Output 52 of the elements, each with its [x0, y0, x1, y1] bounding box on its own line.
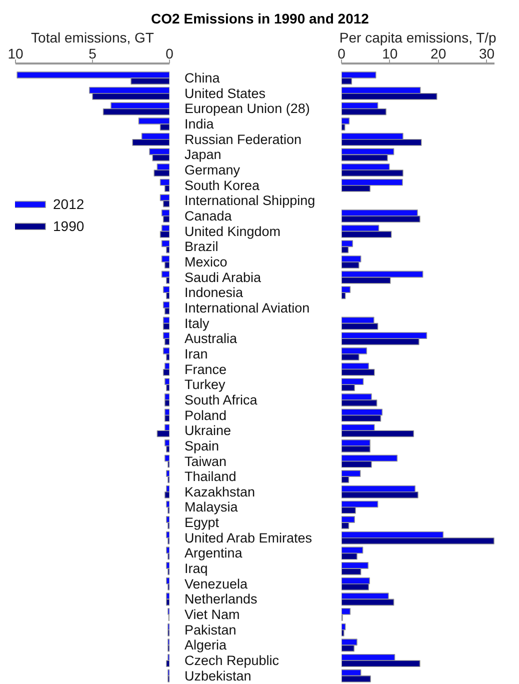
- x-tick-label: 0: [166, 46, 174, 62]
- y-tick-label: Indonesia: [184, 285, 244, 300]
- y-tick-label: International Shipping: [184, 193, 316, 208]
- y-tick-label: Spain: [184, 438, 220, 454]
- legend-label: 2012: [53, 196, 84, 212]
- y-tick-label: Brazil: [184, 239, 218, 254]
- legend-label: 1990: [53, 218, 84, 234]
- y-tick-label: United Kingdom: [184, 224, 281, 239]
- y-tick-label: India: [184, 116, 214, 132]
- y-tick-label: Canada: [184, 208, 232, 224]
- x-tick-label: 10: [8, 46, 24, 62]
- y-tick-label: Ukraine: [184, 423, 232, 438]
- y-tick-label: Japan: [184, 147, 222, 162]
- y-tick-label: Malaysia: [184, 500, 238, 515]
- y-tick-label: United States: [184, 86, 266, 101]
- y-tick-label: Viet Nam: [184, 607, 240, 622]
- y-tick-label: South Africa: [184, 392, 258, 408]
- x-axis-title: Per capita emissions, T/p: [339, 30, 497, 46]
- y-tick-label: China: [184, 70, 220, 86]
- y-tick-label: Mexico: [184, 254, 228, 270]
- x-tick-label: 0: [338, 46, 346, 62]
- y-tick-label: South Korea: [184, 178, 260, 193]
- x-tick-label: 10: [382, 46, 398, 62]
- y-tick-label: Pakistan: [184, 622, 236, 638]
- y-tick-label: Germany: [184, 162, 240, 178]
- y-tick-label: Thailand: [184, 469, 236, 484]
- y-tick-label: European Union (28): [184, 101, 310, 116]
- y-tick-label: United Arab Emirates: [184, 530, 312, 546]
- y-tick-label: Algeria: [184, 638, 228, 653]
- x-tick-label: 30: [478, 46, 495, 62]
- text: CO2 Emissions in 1990 and 2012: [151, 10, 370, 27]
- y-tick-label: Saudi Arabia: [184, 270, 262, 285]
- y-tick-label: Taiwan: [184, 454, 227, 469]
- y-tick-label: International Aviation: [184, 300, 310, 316]
- x-tick-label: 20: [430, 46, 446, 62]
- y-tick-label: Uzbekistan: [184, 668, 252, 684]
- y-tick-label: Turkey: [184, 377, 226, 392]
- y-tick-label: Russian Federation: [184, 132, 302, 147]
- y-tick-label: France: [184, 362, 227, 377]
- y-tick-label: Australia: [184, 331, 238, 346]
- y-tick-label: Egypt: [184, 515, 220, 530]
- y-tick-label: Iran: [184, 346, 208, 362]
- y-tick-label: Czech Republic: [184, 653, 280, 668]
- x-axis-title: Total emissions, GT: [31, 30, 154, 46]
- y-tick-label: Iraq: [184, 561, 208, 576]
- y-tick-label: Italy: [184, 316, 210, 331]
- y-tick-label: Venezuela: [184, 576, 248, 592]
- y-tick-label: Kazakhstan: [184, 484, 256, 500]
- x-tick-label: 5: [88, 46, 97, 62]
- y-tick-label: Netherlands: [184, 592, 258, 607]
- y-tick-label: Poland: [184, 408, 227, 423]
- y-tick-label: Argentina: [184, 546, 243, 561]
